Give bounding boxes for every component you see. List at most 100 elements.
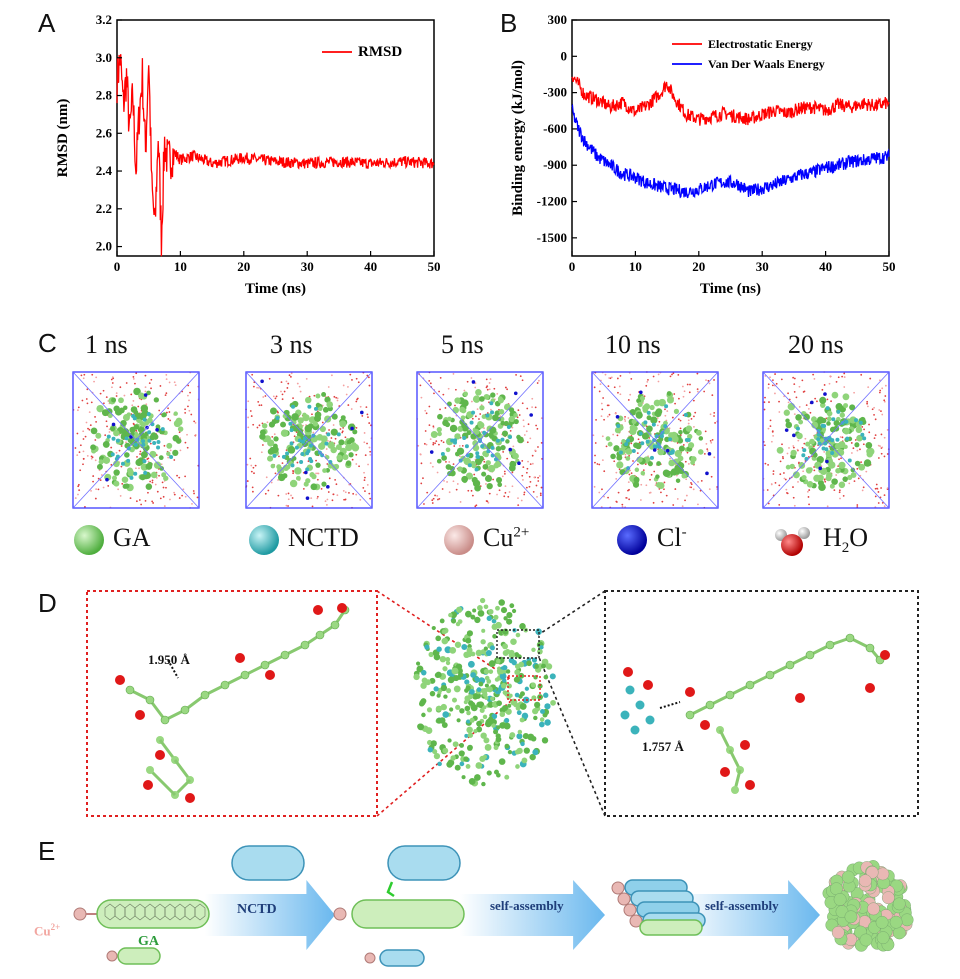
nctd-atom — [618, 450, 623, 455]
water-dot — [618, 468, 621, 471]
water-dot — [107, 485, 110, 487]
ga-atom — [818, 483, 826, 491]
ga-atom — [261, 423, 268, 429]
aggregate-atom — [421, 712, 426, 718]
water-dot — [335, 483, 338, 486]
water-dot — [774, 481, 777, 484]
ga-atom — [634, 467, 640, 473]
water-dot — [881, 501, 884, 504]
water-dot — [859, 448, 861, 451]
water-dot — [94, 416, 96, 418]
water-dot — [640, 483, 643, 486]
water-dot — [535, 424, 538, 427]
ga-atom — [843, 403, 849, 409]
ga-atom — [330, 428, 338, 436]
hbond-right — [659, 701, 681, 709]
ga-atom — [101, 409, 109, 417]
water-dot — [601, 488, 603, 491]
water-dot — [792, 496, 795, 499]
cl-ion — [305, 496, 310, 500]
water-dot — [862, 443, 865, 446]
water-dot — [341, 430, 344, 433]
water-dot — [798, 385, 801, 388]
aggregate-atom — [544, 703, 551, 710]
water-dot — [86, 402, 89, 405]
water-dot — [273, 433, 276, 436]
ga-atom — [635, 411, 643, 419]
water-dot — [102, 402, 105, 405]
ga-atom — [444, 422, 451, 428]
nctd-atom — [464, 444, 469, 449]
water-dot — [863, 428, 865, 431]
aggregate-atom — [504, 774, 510, 780]
ga-atom — [95, 432, 102, 439]
aggregate-atom — [416, 665, 424, 673]
water-dot — [843, 372, 846, 375]
water-dot — [90, 401, 93, 404]
aggregate-atom — [520, 741, 525, 747]
nctd-atom — [475, 451, 480, 456]
aggregate-atom — [498, 599, 505, 606]
water-dot — [508, 491, 511, 493]
ga-atom — [460, 415, 466, 421]
water-dot — [86, 454, 89, 457]
water-dot — [803, 390, 806, 393]
water-dot — [169, 419, 172, 422]
cl-ion — [260, 379, 264, 384]
water-dot — [860, 373, 863, 376]
ga-atom — [120, 419, 127, 427]
aggregate-atom — [491, 713, 498, 720]
water-dot — [431, 502, 434, 504]
ga-left-atom — [280, 650, 290, 660]
water-dot — [619, 375, 622, 377]
nctd-atom — [804, 456, 809, 461]
ga-atom — [291, 413, 299, 421]
water-dot — [158, 409, 161, 412]
water-dot — [880, 452, 883, 455]
ga-atom — [783, 409, 790, 416]
water-dot — [344, 491, 347, 494]
aggregate-atom — [493, 614, 499, 620]
box-frame — [762, 371, 890, 509]
water-dot — [90, 457, 93, 460]
water-dot — [860, 461, 863, 464]
aggregate-atom — [498, 758, 506, 765]
water-dot — [772, 379, 774, 382]
aggregate-atom — [482, 714, 488, 720]
water-dot — [637, 438, 640, 441]
water-dot — [326, 440, 329, 442]
nctd-atom — [469, 420, 474, 425]
ga-atom — [495, 445, 502, 452]
water-dot — [713, 456, 716, 459]
ga-atom — [817, 474, 824, 481]
ga-sphere-icon — [74, 525, 104, 555]
aggregate-atom — [539, 645, 544, 650]
aggregate-atom — [531, 657, 538, 663]
cu-ion-small — [364, 952, 376, 964]
nctd-atom — [836, 409, 841, 414]
water-dot — [598, 463, 601, 466]
aggregate-atom — [440, 703, 447, 711]
water-dot — [792, 445, 795, 447]
water-dot — [265, 476, 268, 479]
ga-atom — [842, 393, 850, 401]
water-dot — [529, 480, 532, 483]
water-dot — [841, 375, 844, 378]
ga-atom — [833, 420, 840, 427]
water-dot — [531, 397, 534, 400]
ga-right-atom — [725, 690, 735, 700]
aggregate-atom — [436, 646, 442, 652]
water-dot — [253, 472, 255, 475]
aggregate-atom — [506, 612, 513, 619]
water-dot — [285, 380, 288, 383]
ga-left-atom — [330, 620, 340, 630]
water-dot — [507, 495, 510, 498]
water-dot — [261, 444, 264, 446]
ga-atom — [124, 483, 130, 489]
cl-ion — [818, 466, 823, 471]
aggregate-atom — [535, 628, 542, 635]
ga-atom — [819, 402, 826, 408]
aggregate-atom — [449, 707, 454, 712]
nctd-atom — [490, 445, 495, 450]
water-dot — [767, 502, 770, 505]
